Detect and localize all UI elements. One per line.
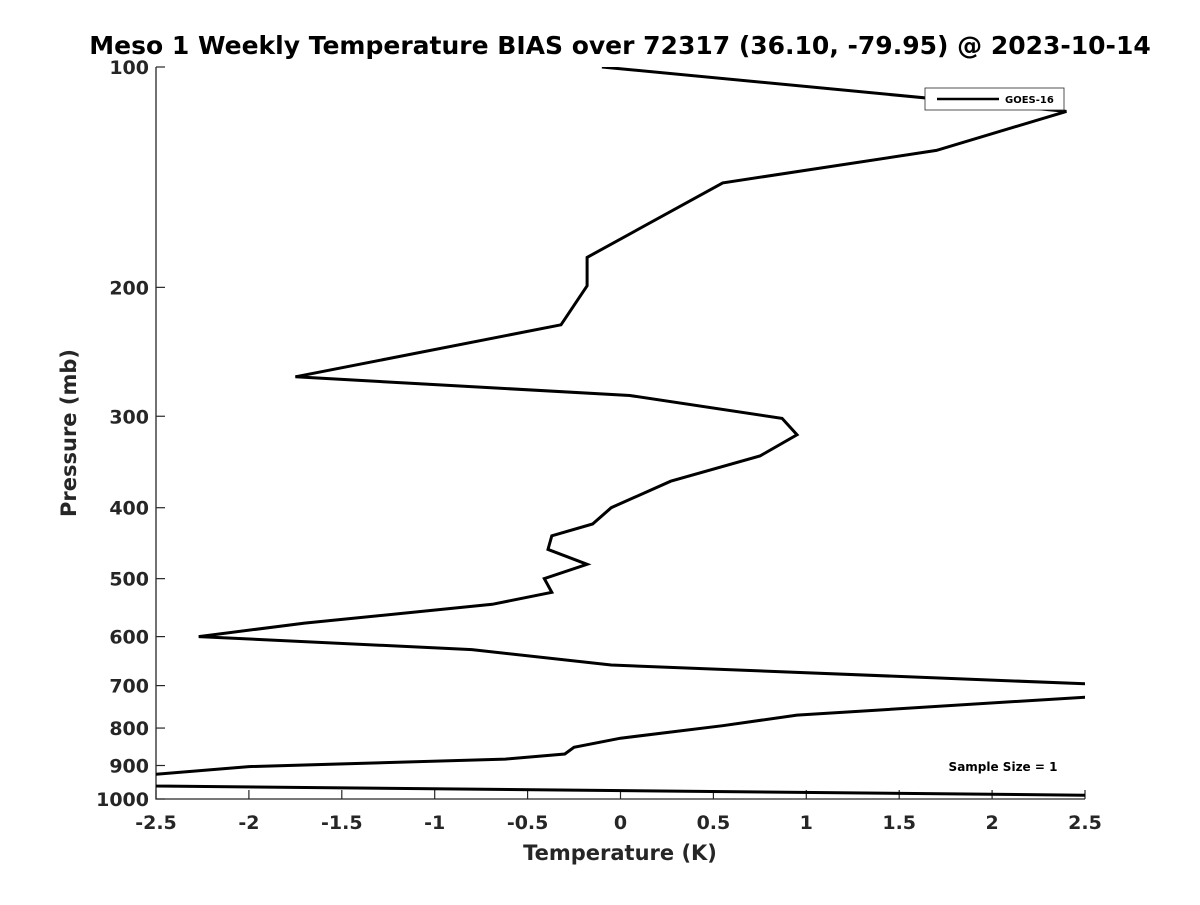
x-tick-label: 0.5 (697, 812, 731, 834)
axes-spines (155, 67, 1085, 800)
y-axis-ticks: 100 200 300 400 500 600 700 800 900 1000 (96, 57, 165, 811)
y-tick-label: 200 (109, 277, 149, 299)
y-tick-label: 500 (109, 569, 149, 591)
y-tick-label: 1000 (96, 789, 149, 811)
y-axis-label: Pressure (mb) (57, 349, 81, 517)
legend: GOES-16 (924, 87, 1065, 111)
y-tick-label: 300 (109, 406, 149, 428)
x-tick-label: -0.5 (507, 812, 549, 834)
x-axis-ticks: -2.5 -2 -1.5 -1 -0.5 0 0.5 1 1.5 2 2.5 (135, 790, 1102, 834)
x-tick-label: 1 (800, 812, 813, 834)
y-tick-label: 900 (109, 756, 149, 778)
x-tick-label: 1.5 (882, 812, 916, 834)
x-tick-label: -1 (424, 812, 445, 834)
legend-entry-goes-16: GOES-16 (1005, 95, 1054, 106)
x-tick-label: -2.5 (135, 812, 177, 834)
series-line-goes-16 (156, 67, 1085, 797)
sample-size-annotation: Sample Size = 1 (949, 760, 1058, 774)
y-tick-label: 400 (109, 498, 149, 520)
y-tick-label: 800 (109, 718, 149, 740)
y-tick-label: 700 (109, 676, 149, 698)
x-tick-label: -2 (238, 812, 259, 834)
series-layer (156, 67, 1085, 797)
x-axis-label: Temperature (K) (523, 841, 717, 865)
y-tick-label: 100 (109, 57, 149, 79)
x-tick-label: 2.5 (1068, 812, 1102, 834)
x-tick-label: -1.5 (321, 812, 363, 834)
x-tick-label: 2 (985, 812, 998, 834)
y-tick-label: 600 (109, 627, 149, 649)
chart-title: Meso 1 Weekly Temperature BIAS over 7231… (89, 31, 1150, 60)
x-tick-label: 0 (614, 812, 627, 834)
